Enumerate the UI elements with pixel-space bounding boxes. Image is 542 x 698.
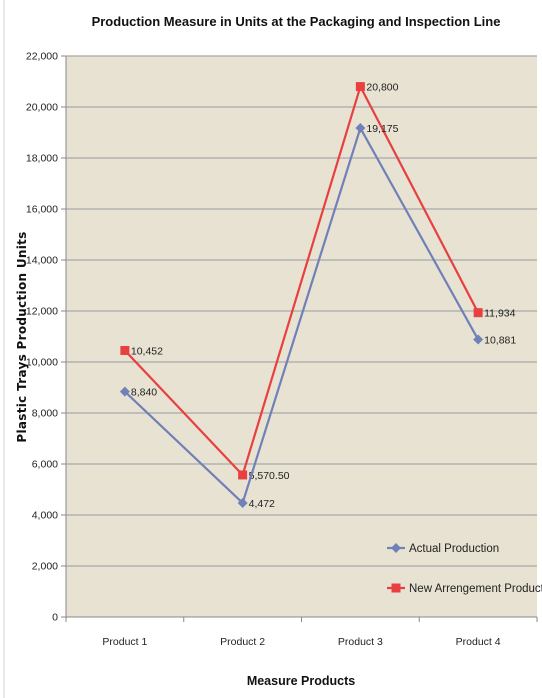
x-tick-label: Product 3 xyxy=(338,636,383,648)
series-line xyxy=(124,85,480,477)
y-axis-title: Plastic Trays Production Units xyxy=(15,231,29,442)
y-tick-label: 8,000 xyxy=(32,408,58,420)
x-tick-labels: Product 1 Product 2 Product 3 Product 4 xyxy=(102,636,500,648)
y-tick-label: 20,000 xyxy=(26,102,58,114)
data-label: 10,452 xyxy=(131,345,163,357)
data-label: 10,881 xyxy=(484,335,516,347)
y-tick-label: 0 xyxy=(52,612,58,624)
series-group: 10,452 5,570.50 20,800 11,934 8,840 4,472 19,1… xyxy=(119,82,516,510)
y-tick-label: 2,000 xyxy=(32,561,58,573)
data-point-marker xyxy=(473,334,484,345)
data-point-marker xyxy=(355,123,366,134)
data-label: 20,800 xyxy=(366,82,398,94)
y-tick-labels: 0 2,000 4,000 6,000 8,000 10,000 12,000 14,000 1… xyxy=(26,51,58,624)
y-tick-label: 16,000 xyxy=(26,204,58,216)
data-label: 5,570.50 xyxy=(249,470,290,482)
legend-item: Actual Production xyxy=(387,543,499,555)
y-tick-label: 10,000 xyxy=(26,357,58,369)
series-actual-production: 8,840 4,472 19,175 10,881 xyxy=(119,123,516,510)
data-point-marker xyxy=(355,82,365,92)
y-tick-label: 6,000 xyxy=(32,459,58,471)
gridlines xyxy=(66,55,537,567)
legend-marker xyxy=(391,583,401,593)
x-tick-label: Product 2 xyxy=(220,636,265,648)
data-point-marker xyxy=(237,497,248,508)
x-axis-title: Measure Products xyxy=(247,674,355,688)
y-tick-label: 4,000 xyxy=(32,510,58,522)
series-line xyxy=(124,126,480,505)
legend-label: Actual Production xyxy=(409,543,499,555)
y-tick-label: 14,000 xyxy=(26,255,58,267)
data-point-marker xyxy=(119,386,130,397)
y-tick-label: 18,000 xyxy=(26,153,58,165)
series-new-arrangement-production: 10,452 5,570.50 20,800 11,934 xyxy=(120,82,516,482)
x-tick-label: Product 1 xyxy=(102,636,147,648)
legend-marker xyxy=(391,543,401,553)
chart-title: Production Measure in Units at the Packa… xyxy=(92,14,501,29)
plot-area xyxy=(66,56,537,617)
x-tick-label: Product 4 xyxy=(456,636,501,648)
data-point-marker xyxy=(473,308,483,318)
y-tick-label: 12,000 xyxy=(26,306,58,318)
data-label: 11,934 xyxy=(484,308,515,320)
data-label: 4,472 xyxy=(249,498,275,510)
legend: Actual Production New Arrengement Product… xyxy=(387,543,542,595)
data-point-marker xyxy=(120,345,130,355)
data-label: 19,175 xyxy=(366,123,398,135)
legend-label: New Arrengement Production xyxy=(409,583,542,595)
y-tick-label: 22,000 xyxy=(26,51,58,63)
axes xyxy=(61,55,538,622)
data-label: 8,840 xyxy=(131,387,157,399)
data-point-marker xyxy=(238,470,248,480)
legend-item: New Arrengement Production xyxy=(387,583,542,595)
